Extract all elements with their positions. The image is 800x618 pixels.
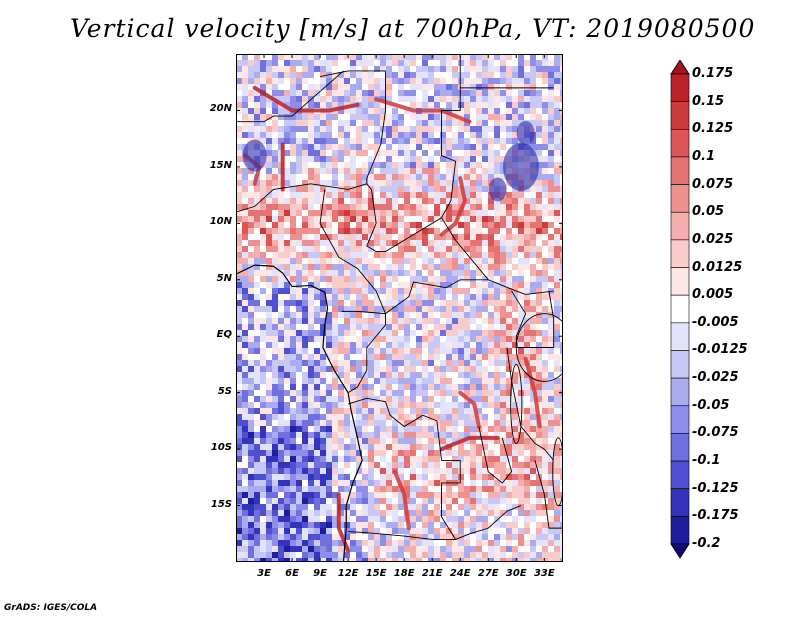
country-border — [236, 183, 367, 213]
lat-label: 15N — [209, 159, 232, 171]
lat-label: EQ — [216, 329, 232, 341]
lat-label: 10N — [209, 216, 232, 228]
country-border — [506, 347, 555, 461]
updraft-streak — [374, 97, 472, 124]
lon-label: 30E — [505, 568, 527, 579]
colorbar-label: 0.125 — [692, 121, 734, 137]
country-border — [478, 426, 513, 484]
downdraft-cell — [242, 139, 267, 172]
colorbar-label: -0.125 — [692, 480, 739, 496]
lon-label: 3E — [257, 568, 271, 579]
colorbar-label: 0.1 — [692, 148, 716, 164]
updraft-streak — [252, 85, 360, 113]
colorbar-segment — [670, 156, 690, 185]
velocity-map — [236, 54, 563, 562]
country-border — [341, 310, 386, 394]
lat-label: 20N — [209, 103, 232, 115]
country-border — [441, 54, 461, 218]
grads-credit: GrADS: IGES/COLA — [4, 603, 98, 613]
colorbar-segment — [670, 460, 690, 490]
downdraft-cell — [516, 121, 535, 146]
colorbar-segment — [670, 516, 690, 545]
colorbar-label: -0.075 — [692, 425, 739, 441]
lon-label: 18E — [393, 568, 415, 579]
lake-outline — [552, 437, 563, 506]
colorbar-segment — [670, 294, 690, 324]
colorbar-segment — [670, 350, 690, 379]
lon-label: 21E — [421, 568, 443, 579]
colorbar-segment — [670, 267, 690, 296]
updraft-streak — [523, 356, 542, 429]
country-border — [366, 183, 554, 295]
country-border — [347, 397, 522, 540]
colorbar-segment — [670, 377, 690, 407]
lat-label: 15S — [210, 498, 232, 510]
colorbar-segment — [670, 239, 690, 268]
colorbar-segment — [670, 128, 690, 158]
downdraft-cell — [488, 177, 507, 202]
colorbar-label: -0.2 — [692, 536, 721, 551]
colorbar-segment — [670, 211, 690, 241]
colorbar-label: -0.0125 — [692, 342, 748, 358]
updraft-streak — [439, 435, 500, 452]
colorbar-segment — [670, 488, 690, 517]
colorbar-bottom-arrow — [670, 543, 690, 559]
map-title: Vertical velocity [m/s] at 700hPa, VT: 2… — [70, 14, 756, 43]
colorbar-label: 0.0125 — [692, 259, 743, 275]
lon-label: 33E — [533, 568, 555, 579]
colorbar-segment — [670, 184, 690, 213]
map-canvas — [236, 54, 563, 562]
country-border — [366, 70, 386, 184]
colorbar-label: 0.05 — [692, 204, 725, 220]
updraft-streak — [392, 469, 411, 531]
colorbar-segment — [670, 322, 690, 351]
lat-label: 5S — [217, 385, 232, 397]
colorbar-label: -0.005 — [692, 314, 739, 330]
colorbar-label: 0.15 — [692, 93, 725, 109]
colorbar-segment — [670, 405, 690, 434]
colorbar-label: -0.025 — [692, 370, 739, 386]
colorbar-label: 0.025 — [692, 231, 734, 247]
lat-label: 5N — [216, 272, 232, 284]
updraft-streak — [458, 390, 481, 429]
lon-label: 15E — [365, 568, 387, 579]
coastline — [236, 264, 363, 562]
lat-label: 10S — [210, 442, 232, 454]
downdraft-cell — [502, 142, 539, 191]
country-border — [534, 460, 563, 529]
colorbar-segment — [670, 73, 690, 102]
lon-label: 24E — [449, 568, 471, 579]
map-frame — [236, 54, 563, 562]
velocity-field — [236, 54, 563, 562]
country-border — [348, 531, 456, 540]
lon-label: 9E — [313, 568, 327, 579]
colorbar-label: -0.1 — [692, 453, 721, 469]
colorbar-segment — [670, 433, 690, 462]
colorbar-label: 0.175 — [692, 66, 734, 81]
country-border — [319, 70, 386, 78]
lake-outline — [515, 313, 563, 382]
lon-label: 12E — [337, 568, 359, 579]
colorbar-label: 0.005 — [692, 287, 734, 303]
country-border — [236, 70, 344, 123]
colorbar-label: -0.05 — [692, 397, 730, 413]
colorbar-segment — [670, 101, 690, 130]
colorbar-label: -0.175 — [692, 508, 739, 524]
lake-outline — [510, 363, 523, 444]
colorbar — [670, 60, 690, 559]
lon-label: 6E — [285, 568, 299, 579]
colorbar-label: 0.075 — [692, 176, 734, 192]
country-border — [548, 290, 555, 348]
lon-label: 27E — [477, 568, 499, 579]
colorbar-top-arrow — [670, 60, 690, 75]
